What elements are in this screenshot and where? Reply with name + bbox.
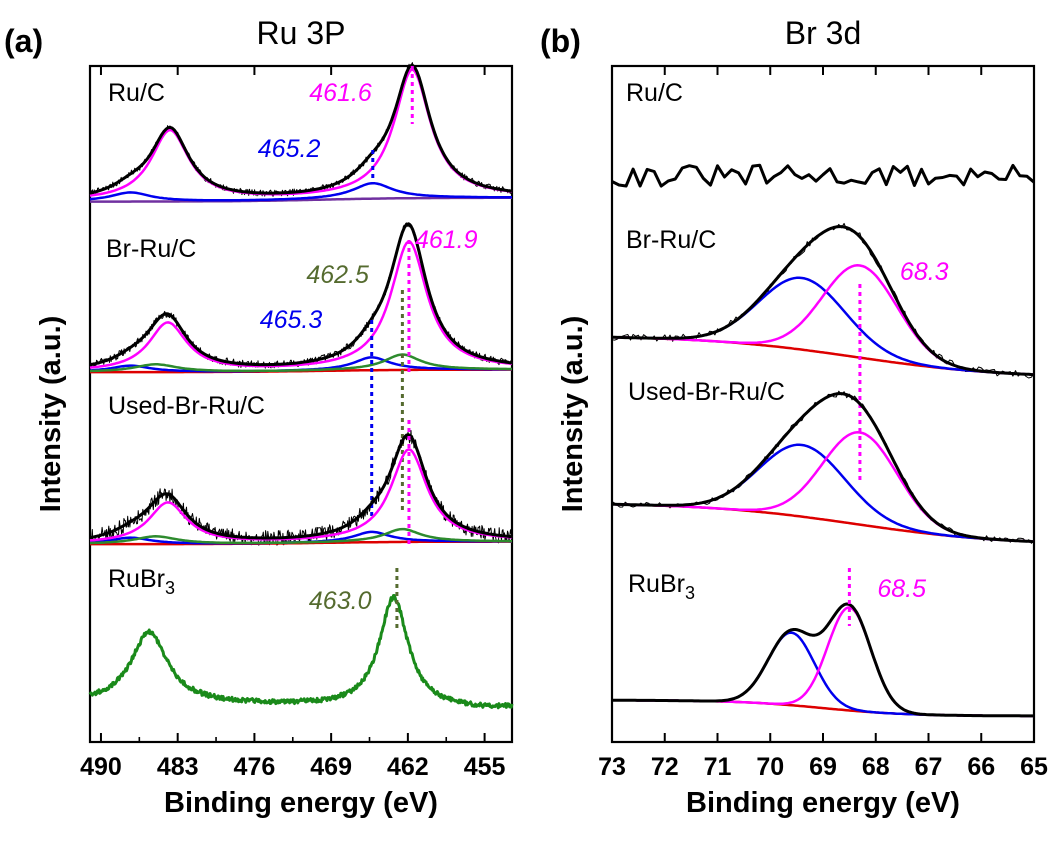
sample-label: RuBr3	[628, 570, 695, 603]
sample-label: Used-Br-Ru/C	[628, 378, 785, 406]
x-axis-title: Binding energy (eV)	[164, 787, 438, 819]
x-tick-label: 68	[862, 753, 890, 781]
raw-spectrum	[89, 430, 513, 546]
component-blue	[612, 276, 1035, 376]
plot-frame	[88, 64, 514, 744]
panel-title: Ru 3P	[257, 15, 346, 51]
x-tick-label: 469	[310, 753, 352, 781]
panel-b: 73 72 71 70 69 68 67 66 65 Binding energy (eV) Int…	[540, 15, 1048, 819]
envelope-fit	[612, 392, 1035, 544]
x-tick-label: 67	[915, 753, 943, 781]
peak-label: 461.6	[309, 79, 372, 107]
sample-label-subscript: 3	[685, 583, 695, 603]
component-blue	[89, 181, 512, 202]
component-green	[89, 353, 512, 373]
component-green	[90, 527, 512, 545]
sample-label-subscript: 3	[165, 578, 175, 598]
component-magenta	[612, 431, 1035, 543]
sample-label: Ru/C	[108, 79, 165, 107]
sample-label: Br-Ru/C	[626, 226, 716, 254]
x-tick-label: 462	[387, 753, 429, 781]
x-tick-label: 490	[80, 753, 122, 781]
x-axis-title: Binding energy (eV)	[686, 787, 960, 819]
sample-label: Ru/C	[626, 79, 683, 107]
x-tick-label: 483	[157, 753, 199, 781]
component-blue	[612, 443, 1035, 543]
noise-spectrum	[611, 163, 1035, 188]
panel-letter: (b)	[540, 23, 581, 59]
envelope-fit	[89, 222, 513, 367]
envelope-fit	[612, 225, 1035, 377]
sample-label: Used-Br-Ru/C	[108, 392, 265, 420]
x-tick-label: 455	[464, 753, 506, 781]
x-tick-label: 73	[598, 753, 626, 781]
background-line	[90, 196, 512, 203]
x-tick-label: 72	[651, 753, 679, 781]
component-blue	[612, 631, 1034, 718]
envelope-fit	[89, 64, 513, 195]
x-tick-label: 476	[234, 753, 276, 781]
y-axis-title: Intensity (a.u.)	[557, 316, 589, 513]
panel-a: 490 483 476 469 462 455 Binding energy (eV) Int…	[4, 15, 514, 819]
peak-label: 461.9	[415, 226, 478, 254]
envelope-fit	[89, 433, 513, 540]
peak-label: 68.5	[877, 575, 926, 603]
peak-label: 465.2	[258, 135, 321, 163]
x-tick-label: 71	[704, 753, 732, 781]
x-tick-label: 69	[809, 753, 837, 781]
panel-title: Br 3d	[785, 15, 861, 51]
peak-label: 463.0	[309, 587, 372, 615]
peak-label: 465.3	[260, 306, 323, 334]
x-tick-label: 65	[1020, 753, 1048, 781]
envelope-fit	[612, 602, 1034, 718]
sample-label: RuBr3	[108, 565, 175, 598]
component-magenta	[89, 240, 513, 369]
peak-label: 68.3	[900, 258, 949, 286]
panel-letter: (a)	[4, 23, 43, 59]
component-magenta	[612, 264, 1035, 376]
background-line	[612, 699, 1034, 718]
component-magenta	[89, 448, 513, 542]
peak-label: 462.5	[306, 261, 369, 289]
x-tick-label: 70	[756, 753, 784, 781]
x-tick-label: 66	[967, 753, 995, 781]
ruBr3-spectrum	[88, 594, 514, 710]
y-axis-title: Intensity (a.u.)	[35, 316, 67, 513]
sample-label: Br-Ru/C	[106, 235, 196, 263]
